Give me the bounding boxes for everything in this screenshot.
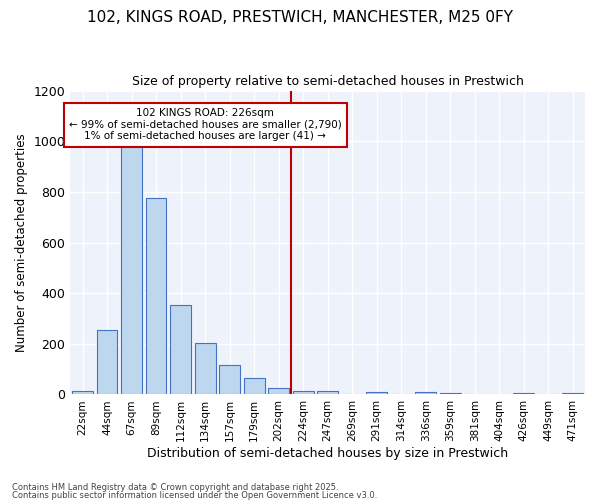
Bar — [415, 392, 436, 394]
Bar — [194, 342, 215, 394]
Bar — [170, 304, 191, 394]
Text: 102, KINGS ROAD, PRESTWICH, MANCHESTER, M25 0FY: 102, KINGS ROAD, PRESTWICH, MANCHESTER, … — [87, 10, 513, 25]
Y-axis label: Number of semi-detached properties: Number of semi-detached properties — [15, 133, 28, 352]
Bar — [121, 142, 142, 394]
Bar — [440, 393, 461, 394]
Bar — [146, 198, 166, 394]
Bar — [514, 393, 534, 394]
Bar — [317, 390, 338, 394]
Bar — [72, 390, 93, 394]
Text: Contains HM Land Registry data © Crown copyright and database right 2025.: Contains HM Land Registry data © Crown c… — [12, 484, 338, 492]
Bar — [268, 388, 289, 394]
Bar — [366, 392, 387, 394]
Text: 102 KINGS ROAD: 226sqm
← 99% of semi-detached houses are smaller (2,790)
1% of s: 102 KINGS ROAD: 226sqm ← 99% of semi-det… — [69, 108, 341, 142]
Bar — [219, 366, 240, 394]
Bar — [244, 378, 265, 394]
X-axis label: Distribution of semi-detached houses by size in Prestwich: Distribution of semi-detached houses by … — [147, 447, 508, 460]
Bar — [562, 393, 583, 394]
Bar — [293, 390, 314, 394]
Bar — [97, 330, 118, 394]
Title: Size of property relative to semi-detached houses in Prestwich: Size of property relative to semi-detach… — [132, 75, 524, 88]
Text: Contains public sector information licensed under the Open Government Licence v3: Contains public sector information licen… — [12, 490, 377, 500]
